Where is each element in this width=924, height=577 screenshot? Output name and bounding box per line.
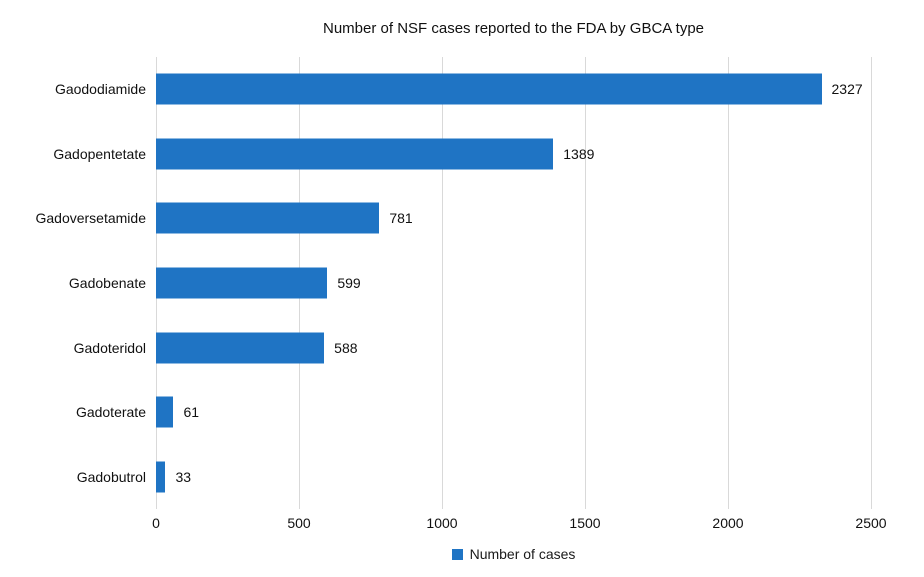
- bar-value-label: 599: [337, 275, 361, 292]
- category-label: Gadoversetamide: [35, 210, 146, 227]
- bar-value-label: 33: [175, 468, 192, 485]
- chart-title: Number of NSF cases reported to the FDA …: [323, 20, 704, 37]
- gridline: [728, 57, 729, 509]
- bar: [156, 202, 380, 234]
- category-label: Gadoteridol: [73, 339, 146, 356]
- chart-row: Gadopentetate 1389: [53, 122, 871, 187]
- plot-area: Gaododiamide 2327 Gadopentetate 1389 Gadover…: [35, 57, 872, 509]
- gridline: [871, 57, 872, 509]
- x-tick-label: 500: [287, 515, 311, 531]
- x-tick-label: 0: [152, 515, 160, 531]
- legend: Number of cases: [156, 546, 871, 562]
- x-tick-label: 1000: [426, 515, 458, 531]
- chart-row: Gadobenate 599: [69, 251, 871, 316]
- bar-value-label: 781: [389, 210, 413, 227]
- category-label: Gadobutrol: [76, 468, 146, 485]
- legend-marker-icon: [451, 548, 463, 560]
- bar: [156, 73, 822, 105]
- bar: [156, 267, 328, 299]
- chart-row: Gadoteridol 588: [74, 315, 871, 380]
- gridline: [585, 57, 586, 509]
- x-tick-label: 2000: [712, 515, 744, 531]
- bar-value-label: 2327: [831, 81, 863, 98]
- category-label: Gadoterate: [75, 404, 146, 421]
- chart-row: Gadoterate 61: [76, 380, 871, 445]
- bar: [156, 461, 166, 493]
- bar: [156, 138, 554, 170]
- category-label: Gadopentetate: [53, 145, 146, 162]
- bar-value-label: 588: [334, 339, 358, 356]
- bar-rows: Gaododiamide 2327 Gadopentetate 1389 Gadover…: [35, 57, 871, 509]
- chart-row: Gaododiamide 2327: [55, 57, 871, 122]
- chart-row: Gadobutrol 33: [77, 444, 871, 509]
- x-tick-label: 2500: [855, 515, 887, 531]
- bar: [156, 396, 174, 428]
- bar: [156, 332, 325, 364]
- bar-value-label: 61: [183, 404, 200, 421]
- gridline: [442, 57, 443, 509]
- chart-row: Gadoversetamide 781: [35, 186, 871, 251]
- category-label: Gadobenate: [68, 275, 146, 292]
- bar-value-label: 1389: [563, 145, 595, 162]
- legend-label: Number of cases: [469, 546, 576, 562]
- x-tick-label: 1500: [569, 515, 601, 531]
- category-label: Gaododiamide: [54, 81, 146, 98]
